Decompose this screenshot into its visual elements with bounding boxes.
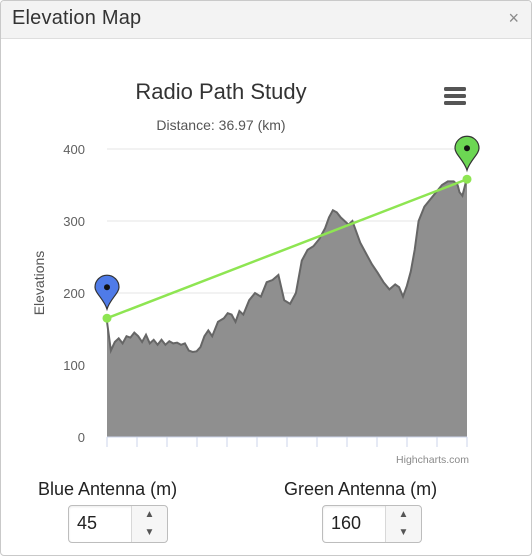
green-antenna-pin-icon bbox=[454, 135, 480, 173]
y-tick-label: 300 bbox=[63, 214, 85, 229]
chart-credits: Highcharts.com bbox=[396, 454, 469, 466]
blue-antenna-label: Blue Antenna (m) bbox=[38, 479, 178, 499]
green-antenna-decrement-icon[interactable]: ▼ bbox=[398, 527, 409, 538]
chart-subtitle: Distance: 36.97 (km) bbox=[156, 117, 285, 133]
line-of-sight-point bbox=[462, 174, 472, 184]
terrain-area bbox=[107, 177, 467, 438]
y-tick-label: 400 bbox=[63, 142, 85, 157]
y-tick-label: 0 bbox=[78, 430, 85, 445]
line-of-sight bbox=[106, 178, 468, 320]
green-antenna-control: Green Antenna (m) 160 ▲ ▼ bbox=[284, 479, 484, 543]
hamburger-menu-icon[interactable] bbox=[444, 87, 466, 105]
y-axis-title: Elevations bbox=[31, 251, 47, 316]
blue-antenna-control: Blue Antenna (m) 45 ▲ ▼ bbox=[38, 479, 238, 543]
green-antenna-label: Green Antenna (m) bbox=[284, 479, 438, 499]
blue-antenna-decrement-icon[interactable]: ▼ bbox=[144, 527, 155, 538]
y-tick-label: 100 bbox=[63, 358, 85, 373]
blue-antenna-value[interactable]: 45 bbox=[77, 513, 98, 533]
line-of-sight-point bbox=[102, 313, 112, 323]
green-antenna-increment-icon[interactable]: ▲ bbox=[398, 509, 409, 520]
window-titlebar: Elevation Map × bbox=[1, 1, 531, 39]
green-antenna-stepper[interactable]: ▲ ▼ bbox=[385, 506, 421, 542]
green-antenna-input[interactable]: 160 ▲ ▼ bbox=[322, 505, 422, 543]
blue-antenna-pin-icon bbox=[94, 274, 120, 312]
close-icon[interactable]: × bbox=[508, 8, 519, 28]
elevation-chart: Radio Path Study Distance: 36.97 (km) 0 100… bbox=[31, 79, 480, 466]
blue-antenna-stepper[interactable]: ▲ ▼ bbox=[131, 506, 167, 542]
blue-antenna-increment-icon[interactable]: ▲ bbox=[144, 509, 155, 520]
green-antenna-value[interactable]: 160 bbox=[331, 513, 362, 533]
blue-antenna-input[interactable]: 45 ▲ ▼ bbox=[68, 505, 168, 543]
window-title: Elevation Map bbox=[12, 7, 142, 29]
y-tick-label: 200 bbox=[63, 286, 85, 301]
terrain-line bbox=[106, 177, 468, 355]
chart-title: Radio Path Study bbox=[135, 79, 306, 104]
